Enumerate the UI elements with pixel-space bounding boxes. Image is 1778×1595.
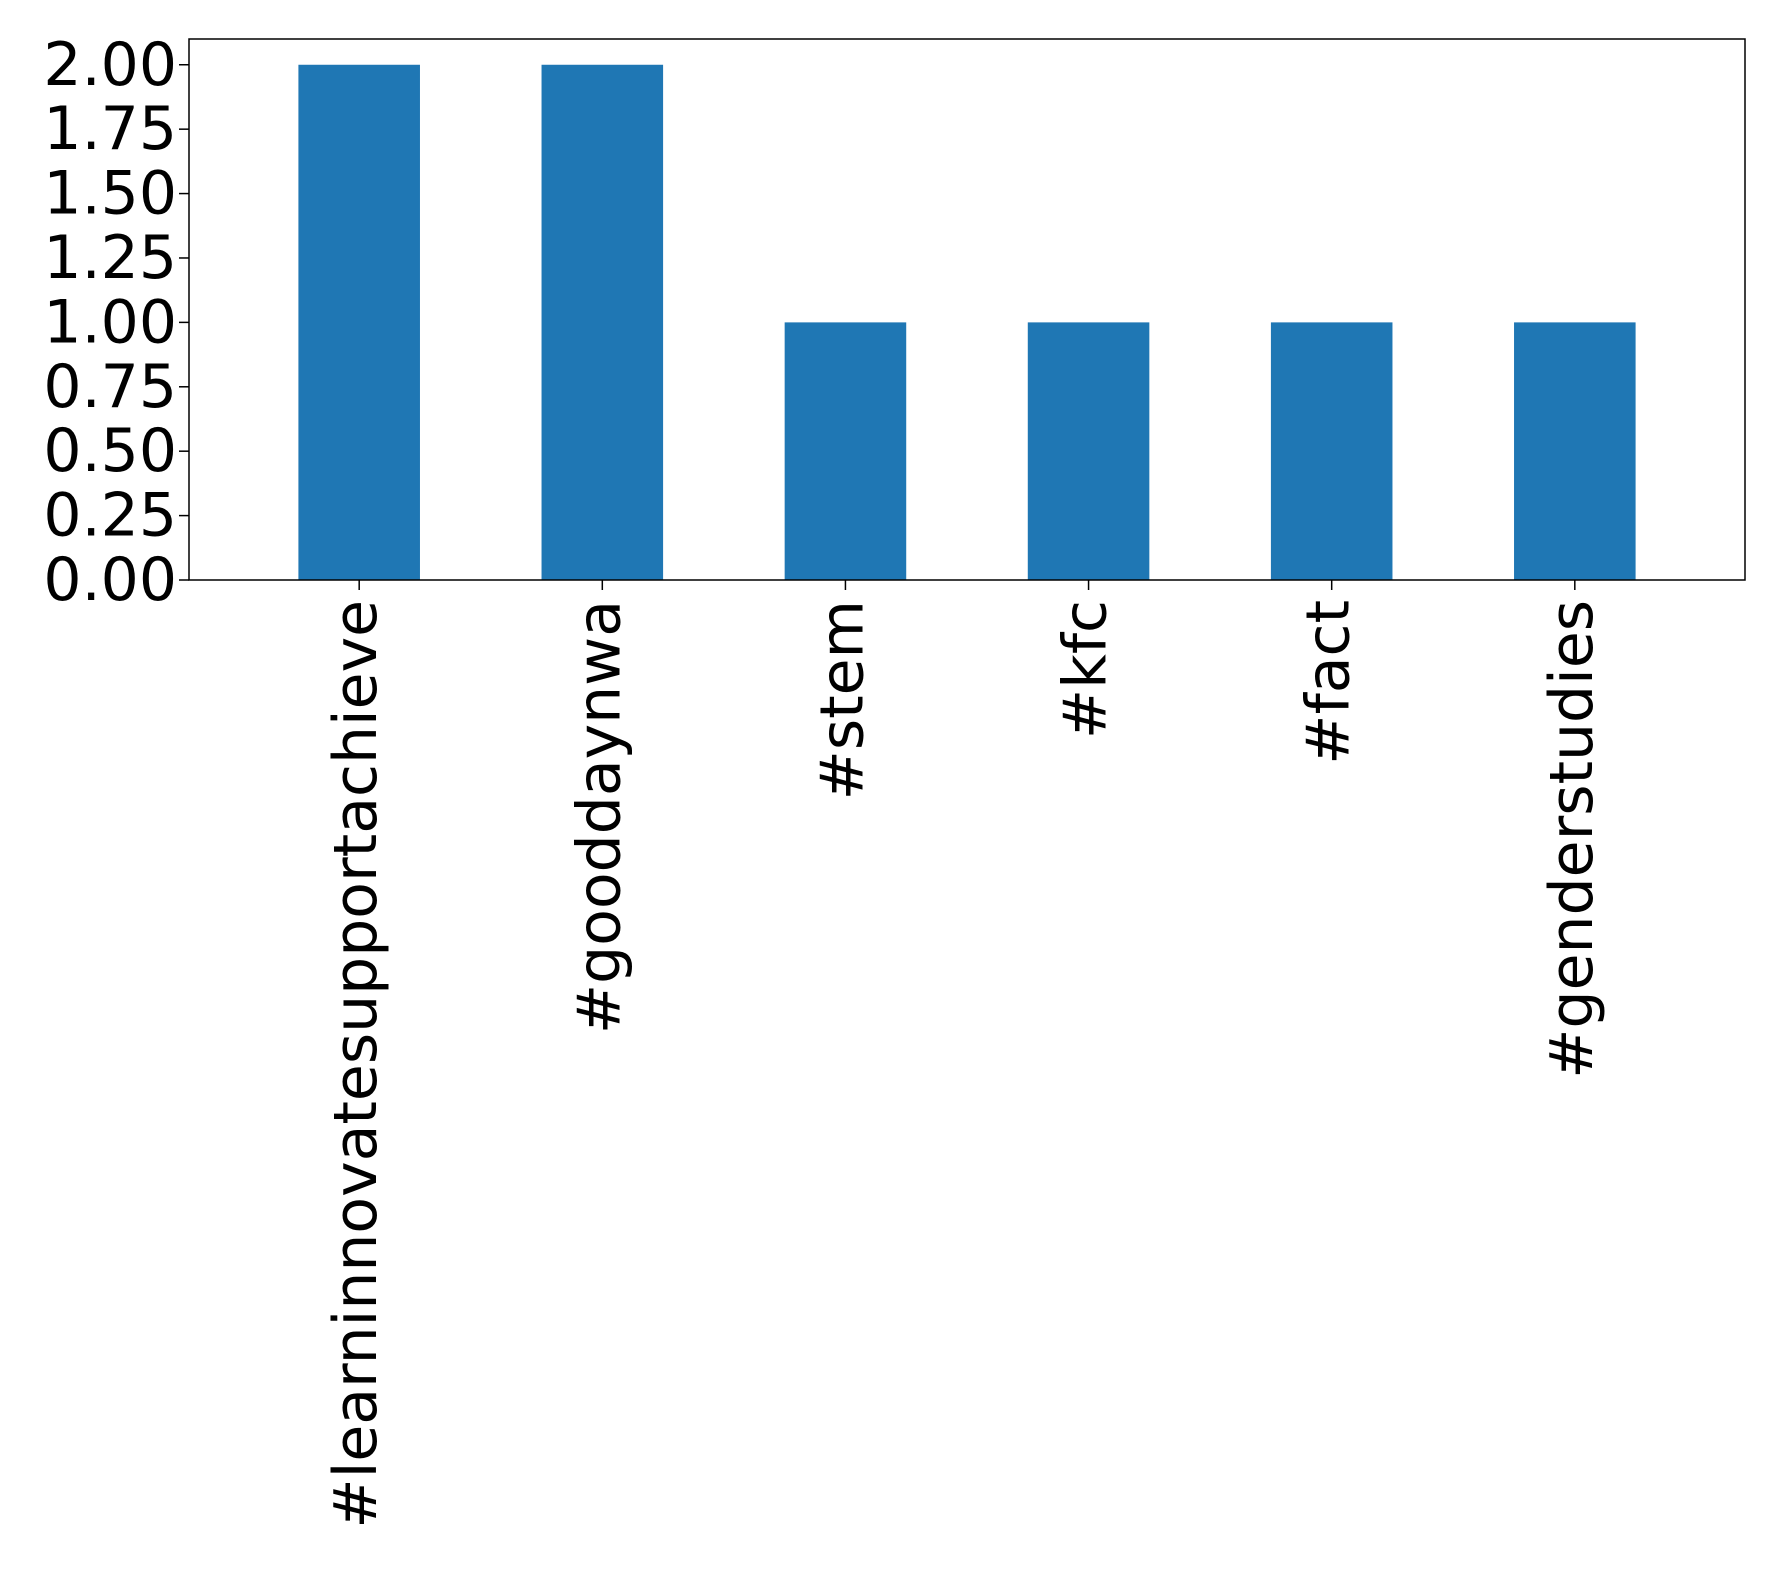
y-tick-label: 0.75 [43, 352, 177, 422]
y-tick-label: 1.00 [43, 287, 177, 357]
y-tick-label: 0.25 [43, 481, 177, 551]
bar-2 [784, 322, 907, 580]
x-tick-label: #kfc [1051, 600, 1121, 739]
x-tick-label: #genderstudies [1537, 600, 1607, 1079]
bar-0 [298, 64, 420, 580]
y-tick-label: 1.50 [43, 159, 177, 229]
y-tick-label: 1.75 [43, 94, 177, 164]
x-tick-label: #stem [807, 600, 877, 800]
x-tick-label: #gooddaynwa [564, 600, 634, 1034]
x-tick-label: #fact [1294, 600, 1364, 765]
y-tick-label: 0.00 [43, 545, 177, 615]
x-axis: #learninnovatesupportachieve #gooddaynwa #… [321, 580, 1607, 1529]
plot-frame [188, 38, 1746, 581]
bar-4 [1270, 322, 1393, 580]
y-tick-label: 2.00 [43, 30, 177, 100]
y-axis: 0.000.250.500.751.001.251.501.752.00 [43, 30, 189, 615]
bars-group [298, 64, 1636, 580]
y-tick-label: 1.25 [43, 223, 177, 293]
bar-1 [541, 64, 664, 580]
y-tick-label: 0.50 [43, 416, 177, 486]
bar-3 [1027, 322, 1150, 580]
x-tick-label: #learninnovatesupportachieve [321, 600, 391, 1529]
bar-5 [1514, 322, 1636, 580]
